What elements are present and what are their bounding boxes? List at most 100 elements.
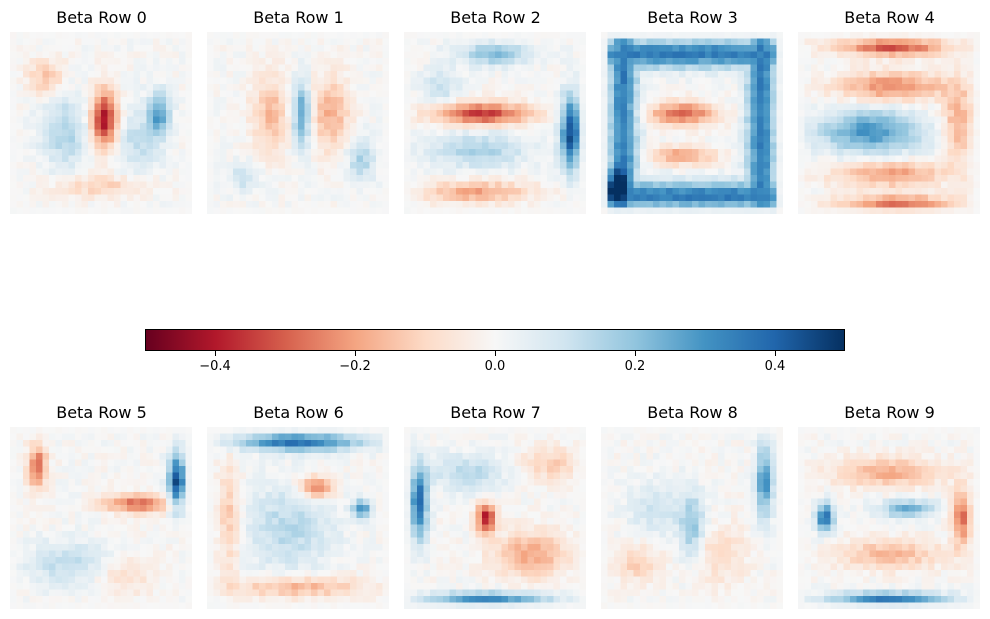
- heatmap-cell: [863, 32, 870, 39]
- heatmap-cell: [179, 123, 186, 130]
- heatmap-cell: [811, 110, 818, 117]
- heatmap-cell: [114, 596, 121, 603]
- heatmap-cell: [179, 498, 186, 506]
- heatmap-cell: [705, 149, 712, 156]
- heatmap-cell: [404, 168, 411, 176]
- heatmap-cell: [114, 466, 121, 473]
- heatmap-cell: [817, 155, 825, 163]
- heatmap-cell: [114, 550, 121, 558]
- heatmap-cell: [443, 90, 450, 98]
- heatmap-cell: [62, 576, 69, 584]
- heatmap-cell: [42, 162, 50, 169]
- heatmap-cell: [343, 71, 351, 78]
- heatmap-cell: [213, 45, 221, 52]
- heatmap-cell: [718, 71, 725, 78]
- heatmap-cell: [259, 103, 266, 111]
- heatmap-cell: [213, 77, 221, 85]
- heatmap-cell: [350, 155, 357, 163]
- heatmap-cell: [337, 71, 344, 78]
- heatmap-cell: [324, 32, 331, 39]
- heatmap-cell: [278, 58, 286, 65]
- heatmap-cell: [16, 71, 24, 78]
- heatmap-cell: [666, 181, 673, 189]
- heatmap-cell: [744, 194, 751, 202]
- heatmap-cell: [29, 45, 37, 52]
- heatmap-cell: [731, 103, 738, 111]
- heatmap-cell: [798, 194, 805, 202]
- heatmap-cell: [75, 110, 82, 117]
- heatmap-cell: [547, 110, 554, 117]
- heatmap-cell: [16, 38, 24, 46]
- heatmap-cell: [311, 168, 318, 176]
- heatmap-cell: [259, 51, 266, 59]
- heatmap-cell: [298, 479, 305, 486]
- heatmap-cell: [330, 45, 338, 52]
- heatmap-cell: [404, 162, 411, 169]
- heatmap-cell: [469, 181, 476, 189]
- heatmap-cell: [127, 181, 134, 189]
- heatmap-cell: [88, 602, 95, 609]
- heatmap-cell: [114, 524, 121, 532]
- heatmap-cell: [140, 188, 147, 195]
- heatmap-cell: [133, 602, 141, 609]
- heatmap-cell: [166, 570, 173, 577]
- heatmap-cell: [882, 201, 890, 208]
- heatmap-cell: [659, 58, 667, 65]
- heatmap-cell: [179, 58, 186, 65]
- heatmap-cell: [10, 459, 17, 467]
- heatmap-cell: [967, 129, 974, 137]
- heatmap-cell: [10, 544, 17, 551]
- heatmap-cell: [659, 181, 667, 189]
- heatmap-cell: [265, 175, 273, 182]
- heatmap-cell: [153, 524, 160, 532]
- heatmap-cell: [811, 162, 818, 169]
- heatmap-cell: [252, 97, 260, 104]
- heatmap-cell: [934, 45, 942, 52]
- heatmap-cell: [62, 97, 69, 104]
- heatmap-cell: [731, 149, 738, 156]
- heatmap-cell: [298, 194, 305, 202]
- heatmap-cell: [363, 136, 370, 143]
- heatmap-cell: [120, 557, 128, 564]
- heatmap-cell: [172, 453, 180, 460]
- heatmap-cell: [81, 110, 89, 117]
- heatmap-cell: [882, 103, 890, 111]
- heatmap-cell: [627, 64, 634, 72]
- heatmap-cell: [107, 427, 115, 434]
- heatmap-cell: [10, 453, 17, 460]
- heatmap-cell: [566, 162, 574, 169]
- heatmap-cell: [153, 103, 160, 111]
- heatmap-cell: [311, 155, 318, 163]
- heatmap-cell: [88, 129, 95, 137]
- heatmap-cell: [698, 97, 706, 104]
- heatmap-cell: [876, 181, 883, 189]
- heatmap-cell: [324, 64, 331, 72]
- heatmap-cell: [62, 583, 69, 590]
- heatmap-cell: [55, 168, 63, 176]
- heatmap-cell: [343, 201, 351, 208]
- heatmap-cell: [114, 84, 121, 91]
- heatmap-cell: [462, 84, 470, 91]
- heatmap-cell: [62, 38, 69, 46]
- heatmap-cell: [88, 103, 95, 111]
- heatmap-cell: [417, 168, 424, 176]
- heatmap-cell: [889, 45, 896, 52]
- heatmap-cell: [640, 181, 647, 189]
- heatmap-cell: [672, 84, 680, 91]
- heatmap-cell: [29, 155, 37, 163]
- heatmap-cell: [737, 110, 745, 117]
- heatmap-cell: [81, 570, 89, 577]
- heatmap-cell: [23, 188, 30, 195]
- heatmap-cell: [488, 103, 496, 111]
- heatmap-cell: [324, 453, 331, 460]
- heatmap-cell: [763, 194, 771, 202]
- heatmap-cell: [166, 518, 173, 525]
- heatmap-cell: [101, 557, 108, 564]
- heatmap-cell: [501, 90, 509, 98]
- heatmap-cell: [508, 71, 515, 78]
- heatmap-cell: [456, 207, 463, 214]
- heatmap-cell: [646, 201, 654, 208]
- heatmap-cell: [540, 123, 548, 130]
- heatmap-cell: [469, 201, 476, 208]
- heatmap-cell: [36, 136, 43, 143]
